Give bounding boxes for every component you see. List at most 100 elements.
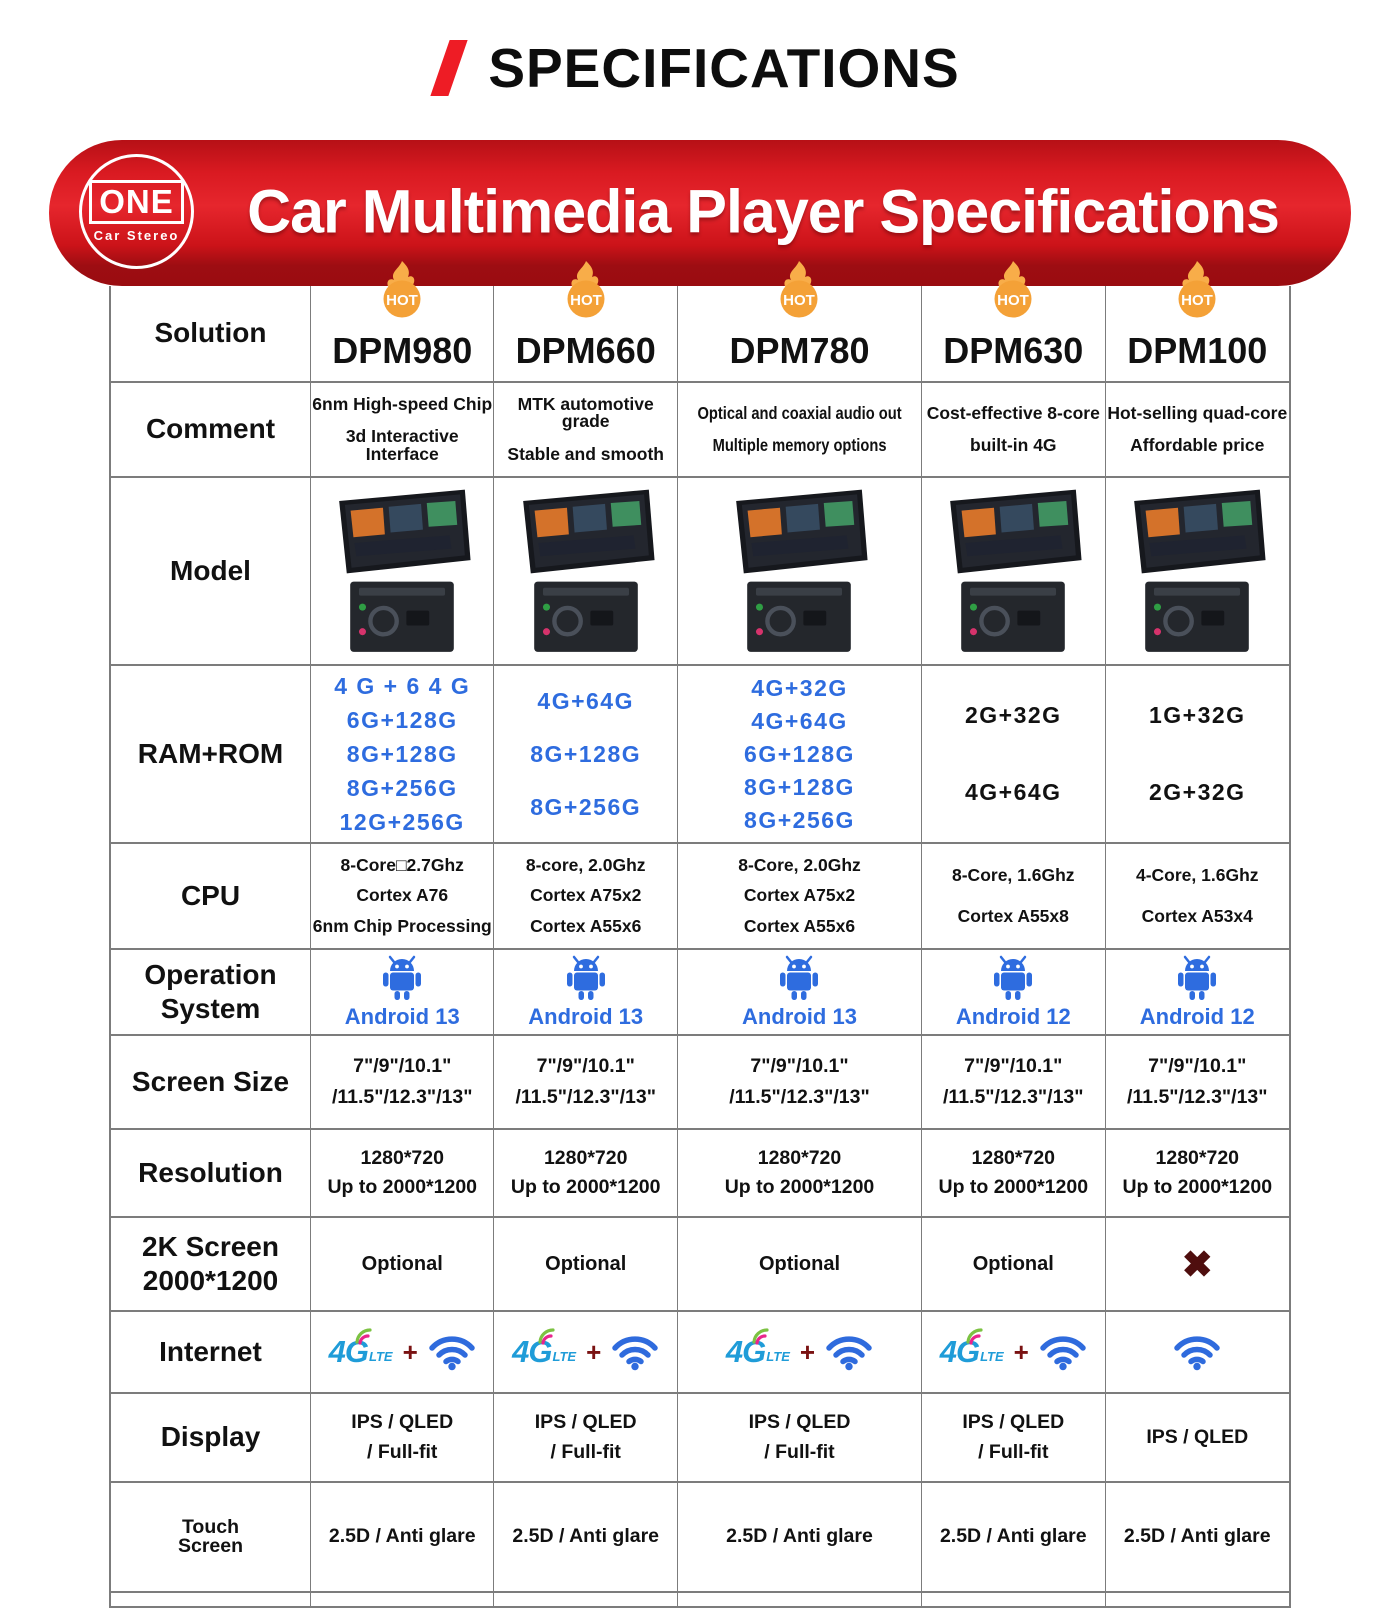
android-icon — [381, 955, 423, 1001]
solution-cell-dpm630: HOT DPM630 — [922, 261, 1106, 383]
internet-cell: 4G LTE + — [311, 1312, 495, 1394]
screen-size-cell: 7"/9"/10.1"/11.5"/12.3"/13" — [311, 1036, 495, 1130]
internet-cell: 4G LTE + — [494, 1312, 678, 1394]
wifi-icon — [825, 1333, 873, 1371]
table-cell-partial — [111, 1593, 311, 1606]
device-front-image — [1134, 489, 1266, 574]
model-name: DPM980 — [332, 329, 473, 371]
os-cell: Android 13 — [677, 950, 923, 1036]
svg-text:HOT: HOT — [570, 292, 602, 309]
model-name: DPM660 — [515, 329, 656, 371]
2k-screen-cell: ✖ — [1105, 1218, 1289, 1312]
cpu-cell: 8-Core, 1.6Ghz Cortex A55x8 — [922, 844, 1106, 950]
display-cell: IPS / QLED / Full-fit — [311, 1394, 495, 1483]
red-slash-icon — [430, 40, 468, 96]
2k-screen-cell: Optional — [922, 1218, 1106, 1312]
internet-cell: 4G LTE + — [922, 1312, 1106, 1394]
device-front-image — [736, 489, 869, 574]
device-front-image — [522, 489, 655, 574]
plus-sign: + — [402, 1336, 418, 1367]
model-name: DPM780 — [729, 329, 870, 371]
cpu-cell: 8-Core□2.7Ghz Cortex A76 6nm Chip Processi… — [311, 844, 495, 950]
wifi-icon — [1173, 1333, 1221, 1371]
2k-screen-cell: Optional — [494, 1218, 678, 1312]
model-name: DPM630 — [943, 329, 1084, 371]
row-label-cpu: CPU — [111, 844, 311, 950]
ram-rom-cell: 4 G + 6 4 G 6G+128G 8G+128G 8G+256G 12G+256G — [311, 666, 495, 844]
screen-size-cell: 7"/9"/10.1"/11.5"/12.3"/13" — [494, 1036, 678, 1130]
resolution-cell: 1280*720 Up to 2000*1200 — [311, 1130, 495, 1218]
comment-cell: Optical and coaxial audio out Multiple me… — [677, 383, 923, 478]
page-title: SPECIFICATIONS — [488, 37, 960, 99]
banner-title: Car Multimedia Player Specifications — [247, 177, 1280, 246]
comment-cell: 6nm High-speed Chip 3d Interactive Interf… — [311, 383, 495, 478]
android-icon — [993, 955, 1034, 1001]
device-front-image — [339, 489, 471, 574]
hot-flame-icon: HOT — [1174, 260, 1220, 324]
row-label-resolution: Resolution — [111, 1130, 311, 1218]
screen-size-cell: 7"/9"/10.1"/11.5"/12.3"/13" — [677, 1036, 923, 1130]
android-icon — [1177, 955, 1218, 1001]
cpu-cell: 4-Core, 1.6Ghz Cortex A53x4 — [1105, 844, 1289, 950]
cpu-cell: 8-Core, 2.0Ghz Cortex A75x2 Cortex A55x6 — [677, 844, 923, 950]
model-name: DPM100 — [1127, 329, 1268, 371]
wifi-icon — [1039, 1333, 1087, 1371]
android-version: Android 12 — [1139, 1003, 1255, 1029]
row-label-ram-rom: RAM+ROM — [111, 666, 311, 844]
android-version: Android 12 — [955, 1003, 1071, 1029]
device-front-image — [950, 489, 1082, 574]
row-label-display: Display — [111, 1394, 311, 1483]
resolution-cell: 1280*720 Up to 2000*1200 — [677, 1130, 923, 1218]
brand-logo-name: ONE — [89, 180, 184, 224]
solution-cell-dpm980: HOT DPM980 — [311, 261, 495, 383]
svg-text:HOT: HOT — [997, 292, 1029, 309]
2k-screen-cell: Optional — [677, 1218, 923, 1312]
ram-rom-cell: 2G+32G 4G+64G — [922, 666, 1106, 844]
resolution-cell: 1280*720 Up to 2000*1200 — [922, 1130, 1106, 1218]
resolution-cell: 1280*720 Up to 2000*1200 — [1105, 1130, 1289, 1218]
plus-sign: + — [1013, 1336, 1029, 1367]
row-label-screen-size: Screen Size — [111, 1036, 311, 1130]
plus-sign: + — [586, 1336, 602, 1367]
device-rear-image — [527, 579, 645, 660]
touch-screen-cell: 2.5D / Anti glare — [922, 1483, 1106, 1593]
row-label-internet: Internet — [111, 1312, 311, 1394]
brand-logo: ONE Car Stereo — [79, 154, 194, 269]
screen-size-cell: 7"/9"/10.1"/11.5"/12.3"/13" — [922, 1036, 1106, 1130]
row-label-2k-screen: 2K Screen 2000*1200 — [111, 1218, 311, 1312]
2k-screen-cell: Optional — [311, 1218, 495, 1312]
model-cell — [494, 478, 678, 666]
os-cell: Android 13 — [311, 950, 495, 1036]
device-rear-image — [954, 579, 1072, 660]
plus-sign: + — [799, 1336, 816, 1367]
4g-lte-icon: 4G LTE — [512, 1328, 576, 1367]
comment-cell: Hot-selling quad-core Affordable price — [1105, 383, 1289, 478]
row-label-solution: Solution — [111, 286, 311, 383]
hot-flame-icon: HOT — [776, 260, 822, 324]
android-icon — [565, 955, 606, 1001]
internet-cell: 4G LTE + — [677, 1312, 923, 1394]
model-cell — [311, 478, 495, 666]
android-version: Android 13 — [742, 1003, 857, 1029]
row-label-comment: Comment — [111, 383, 311, 478]
device-rear-image — [740, 579, 858, 660]
4g-lte-icon: 4G LTE — [940, 1328, 1004, 1367]
svg-text:HOT: HOT — [1181, 292, 1213, 309]
touch-screen-cell: 2.5D / Anti glare — [677, 1483, 923, 1593]
model-cell — [1105, 478, 1289, 666]
4g-lte-icon: 4G LTE — [329, 1328, 393, 1367]
android-version: Android 13 — [528, 1003, 644, 1029]
row-label-touch-screen: Touch Screen — [111, 1483, 311, 1593]
ram-rom-cell: 1G+32G 2G+32G — [1105, 666, 1289, 844]
comment-cell: MTK automotive grade Stable and smooth — [494, 383, 678, 478]
internet-cell — [1105, 1312, 1289, 1394]
row-label-operation-system: Operation System — [111, 950, 311, 1036]
model-cell — [677, 478, 923, 666]
screen-size-cell: 7"/9"/10.1"/11.5"/12.3"/13" — [1105, 1036, 1289, 1130]
touch-screen-cell: 2.5D / Anti glare — [494, 1483, 678, 1593]
table-cell-partial — [678, 1593, 923, 1606]
model-cell — [922, 478, 1106, 666]
table-cell-partial — [1106, 1593, 1289, 1606]
table-cell-partial — [311, 1593, 495, 1606]
comment-cell: Cost-effective 8-core built-in 4G — [922, 383, 1106, 478]
